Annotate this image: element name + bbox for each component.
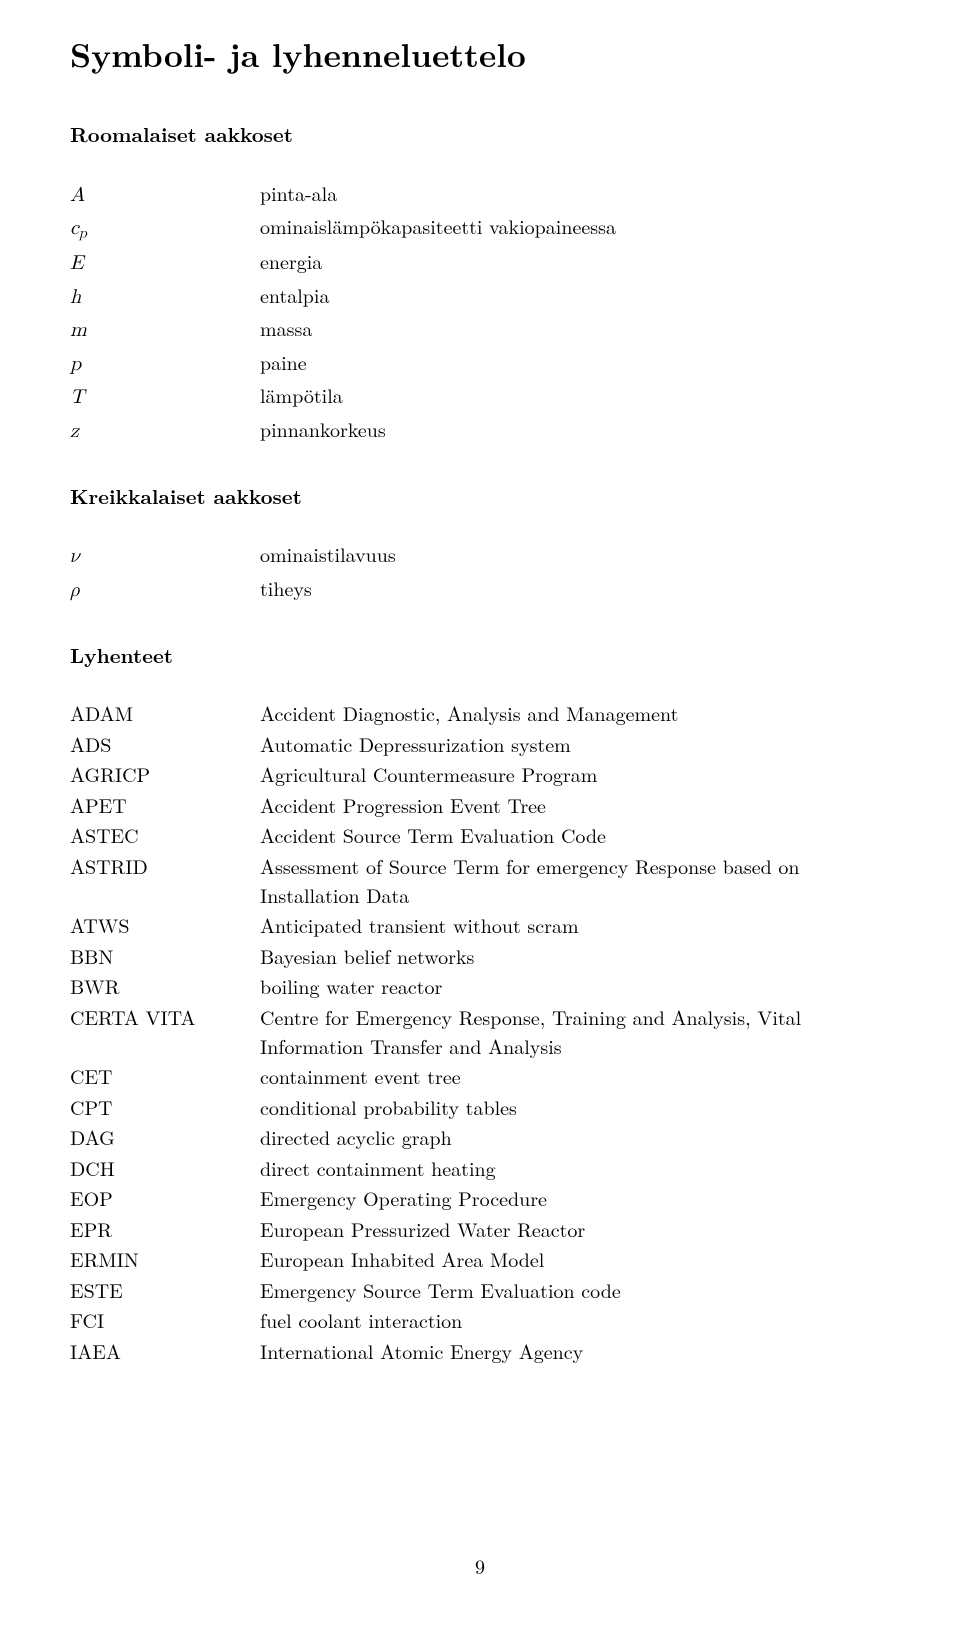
definition-description: fuel coolant interaction <box>260 1305 890 1334</box>
definition-description: Bayesian belief networks <box>260 941 890 970</box>
definition-row: ADSAutomatic Depressurization system <box>70 729 890 758</box>
definition-row: DAGdirected acyclic graph <box>70 1122 890 1151</box>
definition-row: mmassa <box>70 313 890 345</box>
definition-symbol: FCI <box>70 1305 260 1334</box>
definition-row: Eenergia <box>70 246 890 278</box>
definition-symbol: CPT <box>70 1092 260 1121</box>
definition-description: Emergency Operating Procedure <box>260 1183 890 1212</box>
definition-symbol: ERMIN <box>70 1244 260 1273</box>
definition-symbol: E <box>70 249 260 278</box>
definition-description: paine <box>260 347 890 376</box>
definition-description: lämpötila <box>260 380 890 409</box>
definition-symbol: ESTE <box>70 1275 260 1304</box>
definition-row: zpinnankorkeus <box>70 414 890 446</box>
definition-row: EPREuropean Pressurized Water Reactor <box>70 1214 890 1243</box>
definition-description: Assessment of Source Term for emergency … <box>260 851 890 909</box>
definition-row: BWRboiling water reactor <box>70 971 890 1000</box>
definition-symbol: h <box>70 283 260 312</box>
definition-description: massa <box>260 313 890 342</box>
definition-symbol: CERTA VITA <box>70 1002 260 1031</box>
section-heading-greek: Kreikkalaiset aakkoset <box>70 482 890 512</box>
definition-row: Apinta-ala <box>70 178 890 210</box>
page-number: 9 <box>0 1551 960 1580</box>
definition-description: Accident Progression Event Tree <box>260 790 890 819</box>
definition-description: ominaislämpökapasiteetti vakiopaineessa <box>260 211 890 240</box>
definition-symbol: DAG <box>70 1122 260 1151</box>
definition-row: ASTECAccident Source Term Evaluation Cod… <box>70 820 890 849</box>
definition-symbol: p <box>70 350 260 379</box>
definition-description: Centre for Emergency Response, Training … <box>260 1002 890 1060</box>
page-title: Symboli- ja lyhenneluettelo <box>70 30 890 78</box>
definition-description: tiheys <box>260 573 890 602</box>
definition-row: EOPEmergency Operating Procedure <box>70 1183 890 1212</box>
definition-description: direct containment heating <box>260 1153 890 1182</box>
definition-row: ASTRIDAssessment of Source Term for emer… <box>70 851 890 909</box>
definition-row: ρtiheys <box>70 573 890 605</box>
definition-row: CETcontainment event tree <box>70 1061 890 1090</box>
definition-symbol: ASTRID <box>70 851 260 880</box>
definition-row: ATWSAnticipated transient without scram <box>70 910 890 939</box>
definition-symbol: ρ <box>70 576 260 605</box>
definition-symbol: ADAM <box>70 698 260 727</box>
definition-symbol: EPR <box>70 1214 260 1243</box>
definition-description: Anticipated transient without scram <box>260 910 890 939</box>
definition-row: ERMINEuropean Inhabited Area Model <box>70 1244 890 1273</box>
definition-row: cpominaislämpökapasiteetti vakiopaineess… <box>70 211 890 244</box>
definition-description: ominaistilavuus <box>260 539 890 568</box>
definition-description: Accident Diagnostic, Analysis and Manage… <box>260 698 890 727</box>
definition-row: FCIfuel coolant interaction <box>70 1305 890 1334</box>
definition-symbol: AGRICP <box>70 759 260 788</box>
definition-row: IAEAInternational Atomic Energy Agency <box>70 1336 890 1365</box>
definition-description: European Inhabited Area Model <box>260 1244 890 1273</box>
definition-description: directed acyclic graph <box>260 1122 890 1151</box>
definition-list-greek: νominaistilavuusρtiheys <box>70 539 890 605</box>
definition-description: European Pressurized Water Reactor <box>260 1214 890 1243</box>
definition-description: Automatic Depressurization system <box>260 729 890 758</box>
definition-description: energia <box>260 246 890 275</box>
definition-row: ESTEEmergency Source Term Evaluation cod… <box>70 1275 890 1304</box>
definition-list-abbr: ADAMAccident Diagnostic, Analysis and Ma… <box>70 698 890 1365</box>
definition-description: boiling water reactor <box>260 971 890 1000</box>
definition-description: Emergency Source Term Evaluation code <box>260 1275 890 1304</box>
definition-row: ADAMAccident Diagnostic, Analysis and Ma… <box>70 698 890 727</box>
definition-symbol: ATWS <box>70 910 260 939</box>
definition-symbol: ADS <box>70 729 260 758</box>
definition-symbol: CET <box>70 1061 260 1090</box>
definition-row: hentalpia <box>70 280 890 312</box>
definition-description: conditional probability tables <box>260 1092 890 1121</box>
document-page: Symboli- ja lyhenneluettelo Roomalaiset … <box>0 0 960 1632</box>
definition-symbol: EOP <box>70 1183 260 1212</box>
definition-symbol: APET <box>70 790 260 819</box>
definition-row: ppaine <box>70 347 890 379</box>
definition-symbol: cp <box>70 214 260 244</box>
definition-symbol: ν <box>70 542 260 571</box>
definition-symbol: T <box>70 383 260 412</box>
section-heading-roman: Roomalaiset aakkoset <box>70 120 890 150</box>
definition-row: BBNBayesian belief networks <box>70 941 890 970</box>
definition-row: νominaistilavuus <box>70 539 890 571</box>
definition-symbol: z <box>70 417 260 446</box>
definition-list-roman: Apinta-alacpominaislämpökapasiteetti vak… <box>70 178 890 446</box>
definition-row: CERTA VITACentre for Emergency Response,… <box>70 1002 890 1060</box>
definition-symbol: DCH <box>70 1153 260 1182</box>
definition-row: DCHdirect containment heating <box>70 1153 890 1182</box>
definition-description: International Atomic Energy Agency <box>260 1336 890 1365</box>
section-heading-abbr: Lyhenteet <box>70 641 890 671</box>
definition-row: APETAccident Progression Event Tree <box>70 790 890 819</box>
definition-symbol: m <box>70 316 260 345</box>
definition-symbol: A <box>70 181 260 210</box>
definition-description: entalpia <box>260 280 890 309</box>
definition-description: Agricultural Countermeasure Program <box>260 759 890 788</box>
definition-row: Tlämpötila <box>70 380 890 412</box>
definition-description: pinta-ala <box>260 178 890 207</box>
definition-symbol: BBN <box>70 941 260 970</box>
definition-row: CPTconditional probability tables <box>70 1092 890 1121</box>
definition-description: Accident Source Term Evaluation Code <box>260 820 890 849</box>
definition-symbol: BWR <box>70 971 260 1000</box>
definition-description: pinnankorkeus <box>260 414 890 443</box>
definition-row: AGRICPAgricultural Countermeasure Progra… <box>70 759 890 788</box>
definition-description: containment event tree <box>260 1061 890 1090</box>
definition-symbol: IAEA <box>70 1336 260 1365</box>
definition-symbol: ASTEC <box>70 820 260 849</box>
